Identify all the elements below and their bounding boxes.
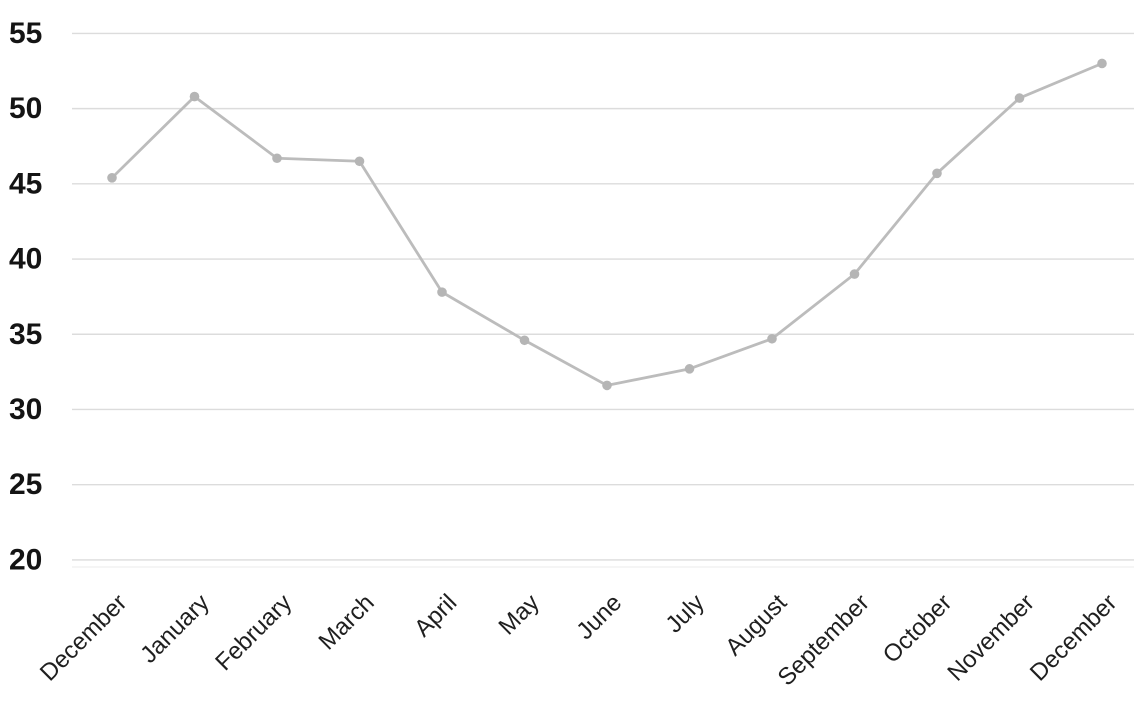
data-point [767, 333, 777, 344]
x-tick-label: June [571, 589, 627, 645]
y-tick-label: 50 [9, 92, 42, 125]
x-tick-label: February [210, 589, 297, 676]
x-tick-label: August [720, 589, 792, 661]
data-point [684, 364, 695, 374]
data-point [107, 173, 117, 183]
data-point [354, 156, 365, 167]
data-point [437, 287, 447, 297]
y-tick-label: 35 [9, 318, 42, 351]
x-tick-label: April [409, 589, 462, 642]
x-tick-label: November [942, 589, 1039, 686]
y-tick-label: 25 [9, 468, 42, 501]
data-point [602, 380, 612, 391]
data-point [849, 269, 860, 279]
y-tick-label: 45 [9, 167, 42, 200]
data-point [1097, 58, 1107, 69]
y-tick-label: 30 [9, 393, 42, 426]
x-tick-label: October [878, 589, 957, 668]
x-tick-label: December [1025, 589, 1122, 686]
x-tick-label: January [135, 589, 214, 668]
data-point [519, 335, 530, 346]
data-point [932, 168, 942, 179]
data-point [272, 153, 282, 164]
y-tick-label: 40 [9, 243, 42, 276]
y-tick-label: 55 [9, 17, 42, 50]
data-point [1014, 93, 1025, 103]
series-line [110, 62, 1104, 387]
x-tick-label: July [660, 589, 709, 638]
x-tick-label: May [494, 589, 545, 640]
data-point [189, 91, 200, 102]
x-tick-label: March [313, 589, 379, 655]
y-tick-label: 20 [9, 543, 42, 576]
x-tick-label: December [35, 589, 132, 686]
